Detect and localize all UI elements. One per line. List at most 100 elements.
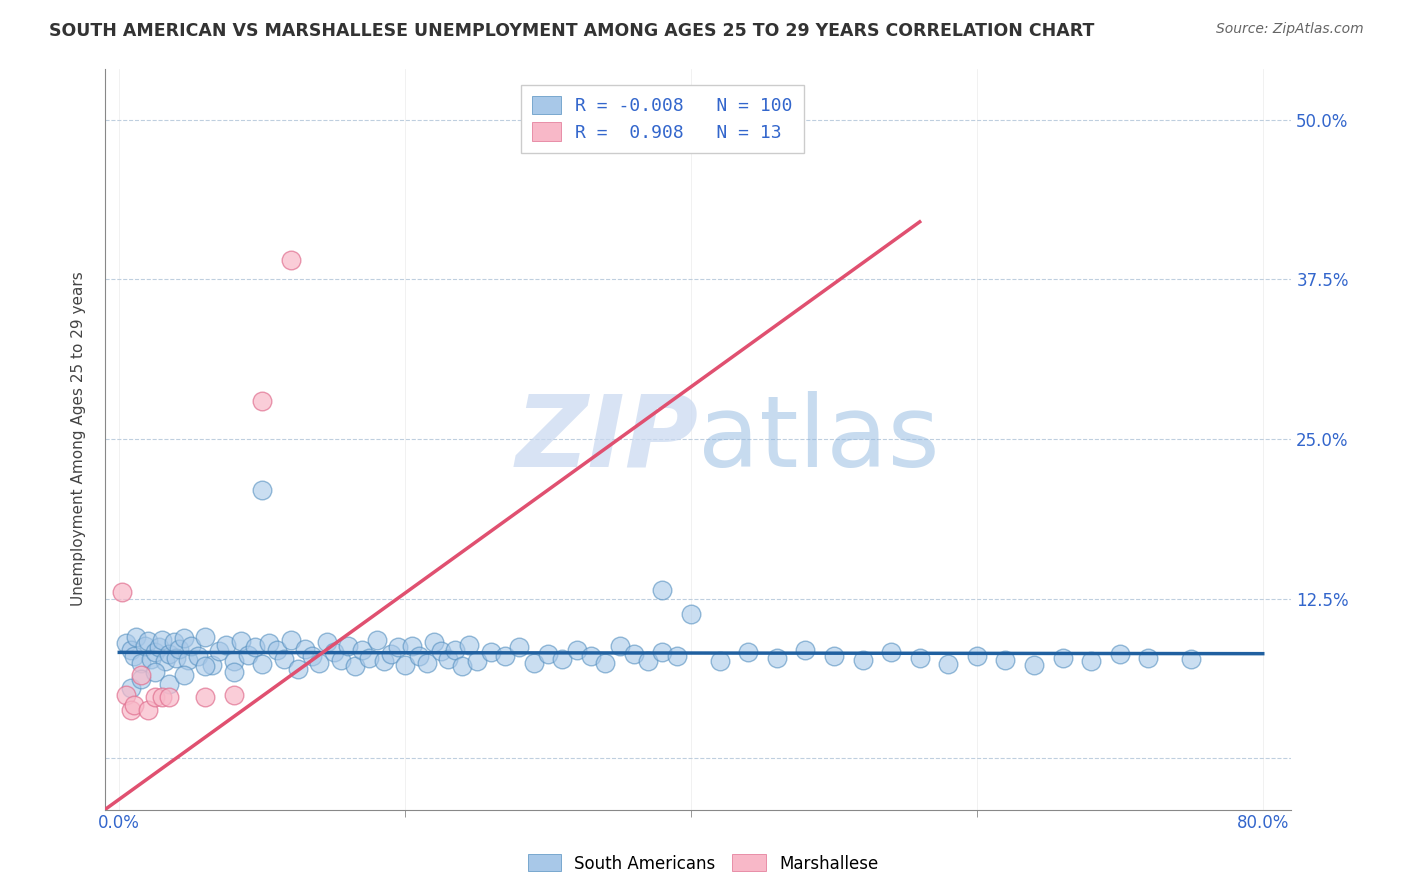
Point <box>465 654 488 668</box>
Point <box>169 641 191 656</box>
Point <box>637 654 659 668</box>
Point <box>966 649 988 664</box>
Point <box>120 643 142 657</box>
Point <box>994 653 1017 667</box>
Point <box>380 647 402 661</box>
Point <box>665 649 688 664</box>
Point <box>508 640 530 655</box>
Point <box>222 665 245 679</box>
Point <box>201 658 224 673</box>
Point <box>294 641 316 656</box>
Point <box>157 690 180 705</box>
Point <box>565 643 588 657</box>
Point <box>222 654 245 668</box>
Point <box>139 652 162 666</box>
Point <box>122 698 145 712</box>
Legend: R = -0.008   N = 100, R =  0.908   N = 13: R = -0.008 N = 100, R = 0.908 N = 13 <box>522 85 804 153</box>
Point <box>259 636 281 650</box>
Point <box>150 690 173 705</box>
Point <box>136 703 159 717</box>
Point <box>157 677 180 691</box>
Point <box>1180 652 1202 666</box>
Point <box>229 633 252 648</box>
Point <box>322 645 344 659</box>
Point <box>122 649 145 664</box>
Point <box>162 635 184 649</box>
Point <box>765 650 787 665</box>
Point <box>851 653 873 667</box>
Point <box>250 483 273 497</box>
Point <box>148 640 170 655</box>
Point <box>401 639 423 653</box>
Point <box>551 652 574 666</box>
Point <box>115 688 138 702</box>
Point <box>243 640 266 655</box>
Point <box>157 647 180 661</box>
Point <box>194 659 217 673</box>
Point <box>115 636 138 650</box>
Point <box>651 645 673 659</box>
Point <box>187 649 209 664</box>
Point <box>120 703 142 717</box>
Point <box>215 638 238 652</box>
Point <box>153 654 176 668</box>
Point <box>936 657 959 671</box>
Point <box>273 652 295 666</box>
Point <box>129 672 152 686</box>
Text: Source: ZipAtlas.com: Source: ZipAtlas.com <box>1216 22 1364 37</box>
Point <box>120 681 142 695</box>
Point <box>359 650 381 665</box>
Point <box>1052 650 1074 665</box>
Point <box>415 656 437 670</box>
Point <box>280 632 302 647</box>
Point <box>523 656 546 670</box>
Point <box>280 253 302 268</box>
Point <box>287 662 309 676</box>
Point <box>336 639 359 653</box>
Point <box>222 688 245 702</box>
Point <box>823 649 845 664</box>
Point <box>408 649 430 664</box>
Point <box>136 633 159 648</box>
Point <box>593 656 616 670</box>
Point <box>373 654 395 668</box>
Point <box>430 644 453 658</box>
Point <box>194 690 217 705</box>
Point <box>125 630 148 644</box>
Point <box>1080 654 1102 668</box>
Point <box>1022 658 1045 673</box>
Point <box>651 582 673 597</box>
Point <box>250 393 273 408</box>
Point <box>352 643 374 657</box>
Point <box>236 648 259 662</box>
Text: SOUTH AMERICAN VS MARSHALLESE UNEMPLOYMENT AMONG AGES 25 TO 29 YEARS CORRELATION: SOUTH AMERICAN VS MARSHALLESE UNEMPLOYME… <box>49 22 1095 40</box>
Point <box>129 668 152 682</box>
Point <box>679 607 702 621</box>
Point <box>250 657 273 671</box>
Point <box>208 644 231 658</box>
Point <box>709 654 731 668</box>
Point <box>422 635 444 649</box>
Point <box>451 659 474 673</box>
Text: atlas: atlas <box>699 391 939 488</box>
Point <box>609 639 631 653</box>
Point <box>880 645 903 659</box>
Point <box>301 649 323 664</box>
Point <box>143 665 166 679</box>
Legend: South Americans, Marshallese: South Americans, Marshallese <box>522 847 884 880</box>
Point <box>737 645 759 659</box>
Point <box>329 653 352 667</box>
Point <box>173 668 195 682</box>
Point <box>150 632 173 647</box>
Point <box>366 632 388 647</box>
Point <box>537 647 560 661</box>
Point <box>437 652 460 666</box>
Point <box>266 643 288 657</box>
Text: ZIP: ZIP <box>515 391 699 488</box>
Point <box>173 632 195 646</box>
Point <box>177 653 200 667</box>
Y-axis label: Unemployment Among Ages 25 to 29 years: Unemployment Among Ages 25 to 29 years <box>72 272 86 607</box>
Point <box>129 656 152 670</box>
Point <box>579 649 602 664</box>
Point <box>308 656 330 670</box>
